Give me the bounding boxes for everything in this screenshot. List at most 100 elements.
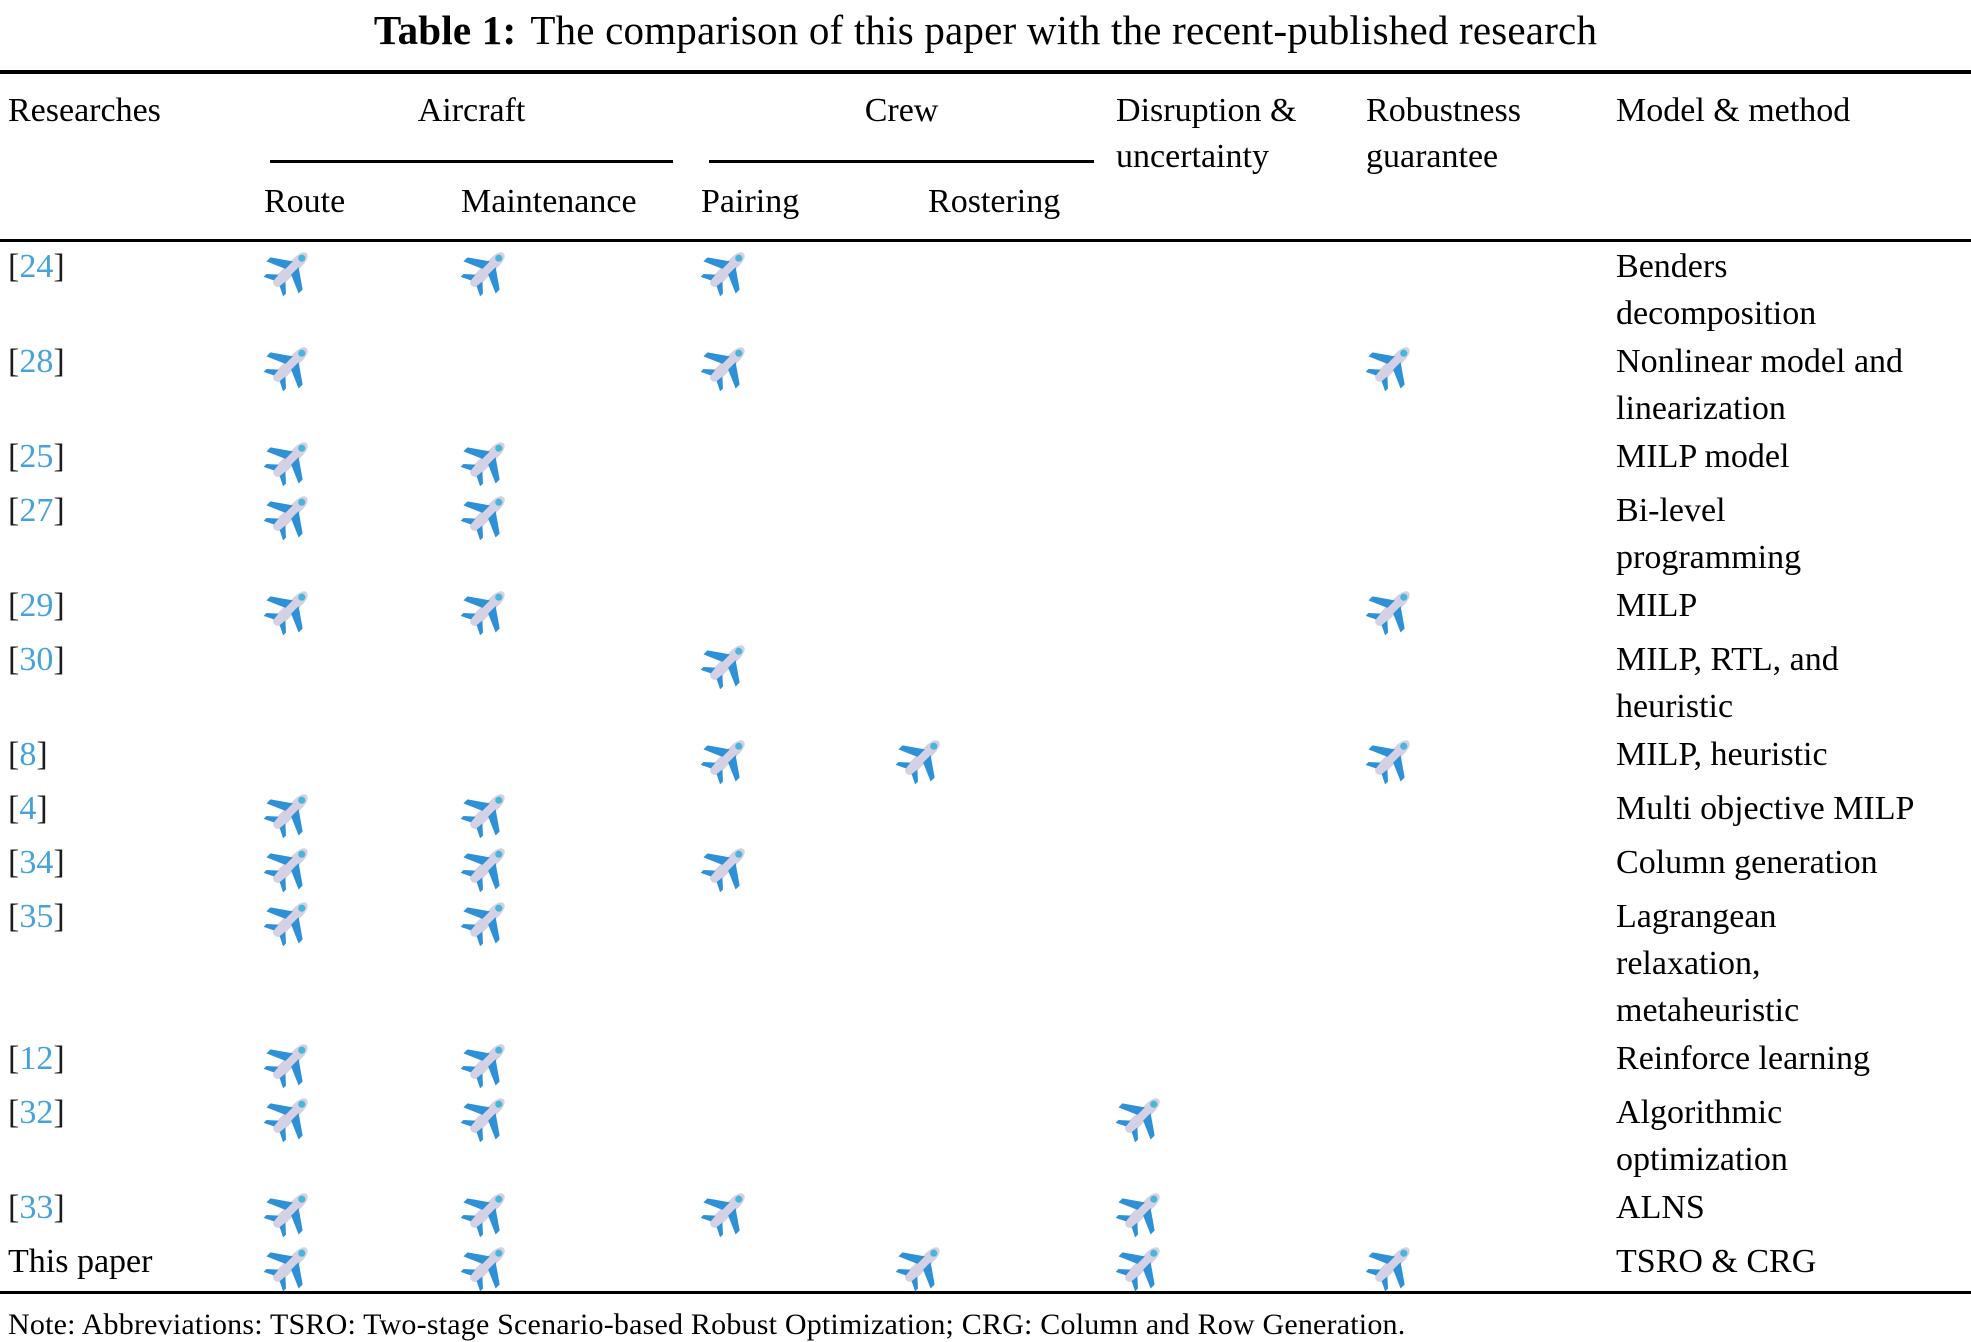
- reference-cell: This paper: [0, 1237, 258, 1293]
- pairing-mark-cell: [695, 581, 890, 635]
- reference-cell: [12]: [0, 1034, 258, 1088]
- airplane-icon: [896, 1247, 940, 1291]
- airplane-icon: [461, 591, 505, 635]
- table-footnote: Note: Abbreviations: TSRO: Two-stage Sce…: [8, 1308, 1406, 1341]
- reference-cell: [34]: [0, 838, 258, 892]
- pairing-mark-cell: [695, 241, 890, 338]
- disruption-mark-cell: [1110, 730, 1360, 784]
- table-row: [34] Column generation: [0, 838, 1971, 892]
- header-robustness-guarantee: Robustness guarantee: [1366, 92, 1521, 175]
- header-route: Route: [264, 183, 346, 220]
- robustness-mark-cell: [1360, 838, 1610, 892]
- airplane-icon: [701, 740, 745, 784]
- rostering-mark-cell: [890, 432, 1110, 486]
- disruption-mark-cell: [1110, 1237, 1360, 1293]
- airplane-icon: [701, 1193, 745, 1237]
- citation-link[interactable]: [28]: [8, 343, 65, 380]
- maintenance-mark-cell: [455, 432, 695, 486]
- rostering-mark-cell: [890, 1034, 1110, 1088]
- airplane-icon: [461, 848, 505, 892]
- route-mark-cell: [258, 838, 455, 892]
- citation-link[interactable]: [34]: [8, 844, 65, 881]
- pairing-mark-cell: [695, 486, 890, 581]
- table-row: [29] MILP: [0, 581, 1971, 635]
- pairing-mark-cell: [695, 1237, 890, 1293]
- citation-link[interactable]: [30]: [8, 641, 65, 678]
- pairing-mark-cell: [695, 838, 890, 892]
- disruption-mark-cell: [1110, 486, 1360, 581]
- citation-link[interactable]: [27]: [8, 492, 65, 529]
- model-method-cell: Lagrangean relaxation, metaheuristic: [1616, 898, 1800, 1029]
- model-method-cell: MILP, heuristic: [1616, 736, 1828, 773]
- maintenance-mark-cell: [455, 337, 695, 432]
- route-mark-cell: [258, 1088, 455, 1183]
- rostering-mark-cell: [890, 241, 1110, 338]
- pairing-mark-cell: [695, 432, 890, 486]
- airplane-icon: [461, 1247, 505, 1291]
- airplane-icon: [264, 1044, 308, 1088]
- model-method-cell: Bi-level programming: [1616, 492, 1802, 576]
- citation-link[interactable]: [33]: [8, 1189, 65, 1226]
- pairing-mark-cell: [695, 892, 890, 1034]
- airplane-icon: [701, 848, 745, 892]
- rostering-mark-cell: [890, 337, 1110, 432]
- citation-link[interactable]: [35]: [8, 898, 65, 935]
- reference-cell: [32]: [0, 1088, 258, 1183]
- airplane-icon: [1116, 1193, 1160, 1237]
- disruption-mark-cell: [1110, 838, 1360, 892]
- row-label: This paper: [8, 1243, 153, 1280]
- table-row: This paper TSRO & CRG: [0, 1237, 1971, 1293]
- airplane-icon: [461, 1098, 505, 1142]
- airplane-icon: [896, 740, 940, 784]
- pairing-mark-cell: [695, 635, 890, 730]
- route-mark-cell: [258, 1237, 455, 1293]
- rostering-mark-cell: [890, 486, 1110, 581]
- airplane-icon: [461, 442, 505, 486]
- citation-link[interactable]: [12]: [8, 1040, 65, 1077]
- robustness-mark-cell: [1360, 241, 1610, 338]
- disruption-mark-cell: [1110, 337, 1360, 432]
- robustness-mark-cell: [1360, 730, 1610, 784]
- maintenance-mark-cell: [455, 581, 695, 635]
- citation-link[interactable]: [8]: [8, 736, 48, 773]
- disruption-mark-cell: [1110, 1034, 1360, 1088]
- airplane-icon: [461, 252, 505, 296]
- maintenance-mark-cell: [455, 241, 695, 338]
- route-mark-cell: [258, 581, 455, 635]
- maintenance-mark-cell: [455, 838, 695, 892]
- pairing-mark-cell: [695, 1088, 890, 1183]
- disruption-mark-cell: [1110, 784, 1360, 838]
- maintenance-mark-cell: [455, 1034, 695, 1088]
- route-mark-cell: [258, 730, 455, 784]
- airplane-icon: [461, 1193, 505, 1237]
- citation-link[interactable]: [32]: [8, 1094, 65, 1131]
- citation-link[interactable]: [4]: [8, 790, 48, 827]
- airplane-icon: [264, 794, 308, 838]
- maintenance-mark-cell: [455, 635, 695, 730]
- citation-link[interactable]: [24]: [8, 248, 65, 285]
- robustness-mark-cell: [1360, 1237, 1610, 1293]
- citation-link[interactable]: [25]: [8, 438, 65, 475]
- maintenance-mark-cell: [455, 730, 695, 784]
- table-row: [30] MILP, RTL, and heuristic: [0, 635, 1971, 730]
- route-mark-cell: [258, 784, 455, 838]
- reference-cell: [30]: [0, 635, 258, 730]
- airplane-icon: [264, 902, 308, 946]
- airplane-icon: [264, 848, 308, 892]
- model-method-cell: TSRO & CRG: [1616, 1243, 1817, 1280]
- airplane-icon: [1366, 1247, 1410, 1291]
- header-crew: Crew: [695, 72, 1110, 163]
- table-row: [24] Benders decomposition: [0, 241, 1971, 338]
- model-method-cell: Reinforce learning: [1616, 1040, 1870, 1077]
- rostering-mark-cell: [890, 581, 1110, 635]
- model-method-cell: ALNS: [1616, 1189, 1705, 1226]
- robustness-mark-cell: [1360, 581, 1610, 635]
- citation-link[interactable]: [29]: [8, 587, 65, 624]
- model-method-cell: Benders decomposition: [1616, 248, 1817, 332]
- airplane-icon: [1366, 347, 1410, 391]
- reference-cell: [4]: [0, 784, 258, 838]
- airplane-icon: [264, 442, 308, 486]
- table-row: [33] ALNS: [0, 1183, 1971, 1237]
- robustness-mark-cell: [1360, 486, 1610, 581]
- rostering-mark-cell: [890, 838, 1110, 892]
